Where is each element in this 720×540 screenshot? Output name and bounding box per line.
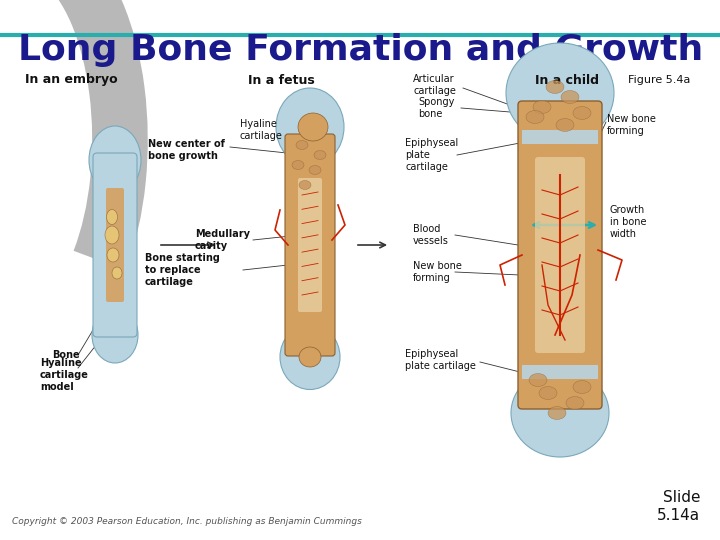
- Text: Bone: Bone: [52, 350, 80, 360]
- Ellipse shape: [280, 325, 340, 389]
- Text: New bone
forming: New bone forming: [413, 261, 462, 283]
- Text: Epiphyseal
plate cartilage: Epiphyseal plate cartilage: [405, 349, 476, 371]
- Text: Articular
cartilage: Articular cartilage: [413, 74, 456, 96]
- Ellipse shape: [89, 126, 141, 194]
- Bar: [522, 365, 598, 379]
- Text: Figure 5.4a: Figure 5.4a: [628, 75, 690, 85]
- Ellipse shape: [561, 91, 579, 104]
- Ellipse shape: [533, 100, 551, 113]
- Ellipse shape: [546, 80, 564, 93]
- Ellipse shape: [511, 369, 609, 457]
- FancyBboxPatch shape: [518, 101, 602, 409]
- FancyBboxPatch shape: [285, 134, 335, 356]
- Ellipse shape: [105, 226, 119, 244]
- Text: In a fetus: In a fetus: [248, 73, 315, 86]
- Ellipse shape: [526, 111, 544, 124]
- Text: Bone starting
to replace
cartilage: Bone starting to replace cartilage: [145, 253, 220, 287]
- Ellipse shape: [296, 140, 308, 150]
- Ellipse shape: [107, 210, 117, 225]
- Text: Epiphyseal
plate
cartilage: Epiphyseal plate cartilage: [405, 138, 458, 172]
- Ellipse shape: [314, 151, 326, 159]
- Text: 5.14a: 5.14a: [657, 508, 700, 523]
- Ellipse shape: [92, 307, 138, 363]
- Ellipse shape: [529, 374, 547, 387]
- Ellipse shape: [506, 43, 614, 143]
- Text: Blood
vessels: Blood vessels: [413, 224, 449, 246]
- Ellipse shape: [299, 347, 321, 367]
- Text: New bone
forming: New bone forming: [607, 114, 656, 136]
- Text: Hyaline
cartilage: Hyaline cartilage: [240, 119, 283, 141]
- Ellipse shape: [112, 267, 122, 279]
- Text: Medullary
cavity: Medullary cavity: [195, 229, 250, 251]
- FancyBboxPatch shape: [298, 178, 322, 312]
- Text: In an embryo: In an embryo: [25, 73, 117, 86]
- FancyBboxPatch shape: [93, 153, 137, 337]
- Text: Long Bone Formation and Growth: Long Bone Formation and Growth: [18, 33, 703, 67]
- FancyBboxPatch shape: [106, 188, 124, 302]
- Text: Spongy
bone: Spongy bone: [418, 97, 454, 119]
- Text: Copyright © 2003 Pearson Education, Inc. publishing as Benjamin Cummings: Copyright © 2003 Pearson Education, Inc.…: [12, 517, 362, 526]
- Ellipse shape: [573, 106, 591, 119]
- Ellipse shape: [539, 387, 557, 400]
- Ellipse shape: [548, 407, 566, 420]
- Text: Growth
in bone
width: Growth in bone width: [610, 205, 647, 239]
- Text: New center of
bone growth: New center of bone growth: [148, 139, 225, 161]
- Ellipse shape: [309, 165, 321, 174]
- FancyBboxPatch shape: [535, 157, 585, 353]
- Text: Slide: Slide: [662, 490, 700, 505]
- Ellipse shape: [566, 396, 584, 409]
- Ellipse shape: [276, 88, 344, 166]
- Ellipse shape: [107, 248, 119, 262]
- Bar: [522, 130, 598, 144]
- Ellipse shape: [299, 180, 311, 190]
- Ellipse shape: [292, 160, 304, 170]
- Text: Hyaline
cartilage
model: Hyaline cartilage model: [40, 357, 89, 393]
- Ellipse shape: [573, 381, 591, 394]
- Ellipse shape: [298, 113, 328, 141]
- Text: In a child: In a child: [535, 73, 599, 86]
- Ellipse shape: [556, 118, 574, 132]
